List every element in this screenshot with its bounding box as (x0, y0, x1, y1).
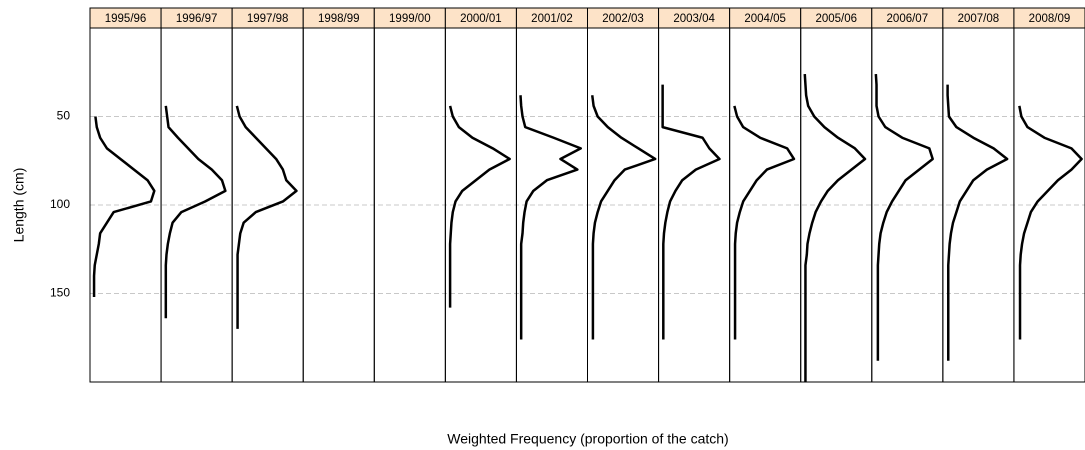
frequency-line (946, 84, 1009, 361)
frequency-line (590, 95, 657, 340)
frequency-line (1018, 105, 1083, 340)
strip-label: 2001/02 (531, 13, 573, 25)
panel: 2008/09 (1013, 7, 1085, 383)
frequency-line (235, 105, 298, 329)
x-axis-label: Weighted Frequency (proportion of the ca… (447, 431, 728, 447)
frequency-line (874, 73, 934, 361)
frequency-line (164, 105, 227, 319)
strip-label: 2002/03 (602, 13, 644, 25)
frequency-line (448, 105, 511, 308)
panel: 2006/07 (871, 7, 944, 383)
panel: 2002/03 (587, 7, 660, 383)
strip-label: 2005/06 (815, 13, 857, 25)
panel: 2007/08 (942, 7, 1015, 383)
panel: 1998/99 (302, 7, 375, 383)
frequency-line (661, 84, 721, 340)
frequency-line (733, 105, 796, 340)
strip-label: 1999/00 (389, 13, 431, 25)
y-tick-label: 50 (57, 109, 71, 123)
panel: 1995/96 (89, 7, 162, 383)
panel-frame (1013, 27, 1085, 383)
panel-frame (444, 27, 517, 383)
strip-label: 2007/08 (958, 13, 1000, 25)
strip-label: 1995/96 (105, 13, 147, 25)
frequency-line (803, 73, 867, 382)
y-axis-label: Length (cm) (11, 168, 27, 243)
strip-label: 1997/98 (247, 13, 289, 25)
panel: 2005/06 (800, 7, 873, 383)
strip-label: 2003/04 (673, 13, 715, 25)
panel: 1996/97 (160, 7, 233, 383)
strip-label: 2004/05 (744, 13, 786, 25)
frequency-line (519, 95, 582, 340)
strip-label: 1996/97 (176, 13, 218, 25)
frequency-line (92, 116, 156, 298)
panel: 1997/98 (231, 7, 304, 383)
strip-label: 1998/99 (318, 13, 360, 25)
strip-label: 2006/07 (887, 13, 929, 25)
panel: 2001/02 (515, 7, 589, 383)
y-tick-label: 100 (50, 197, 70, 211)
panel: 2000/01 (444, 7, 517, 383)
panel: 1999/00 (373, 7, 446, 383)
strip-label: 2008/09 (1029, 13, 1071, 25)
strip-label: 2000/01 (460, 13, 502, 25)
panel: 2004/05 (729, 7, 802, 383)
y-tick-label: 150 (50, 286, 70, 300)
panel: 2003/04 (658, 7, 731, 383)
